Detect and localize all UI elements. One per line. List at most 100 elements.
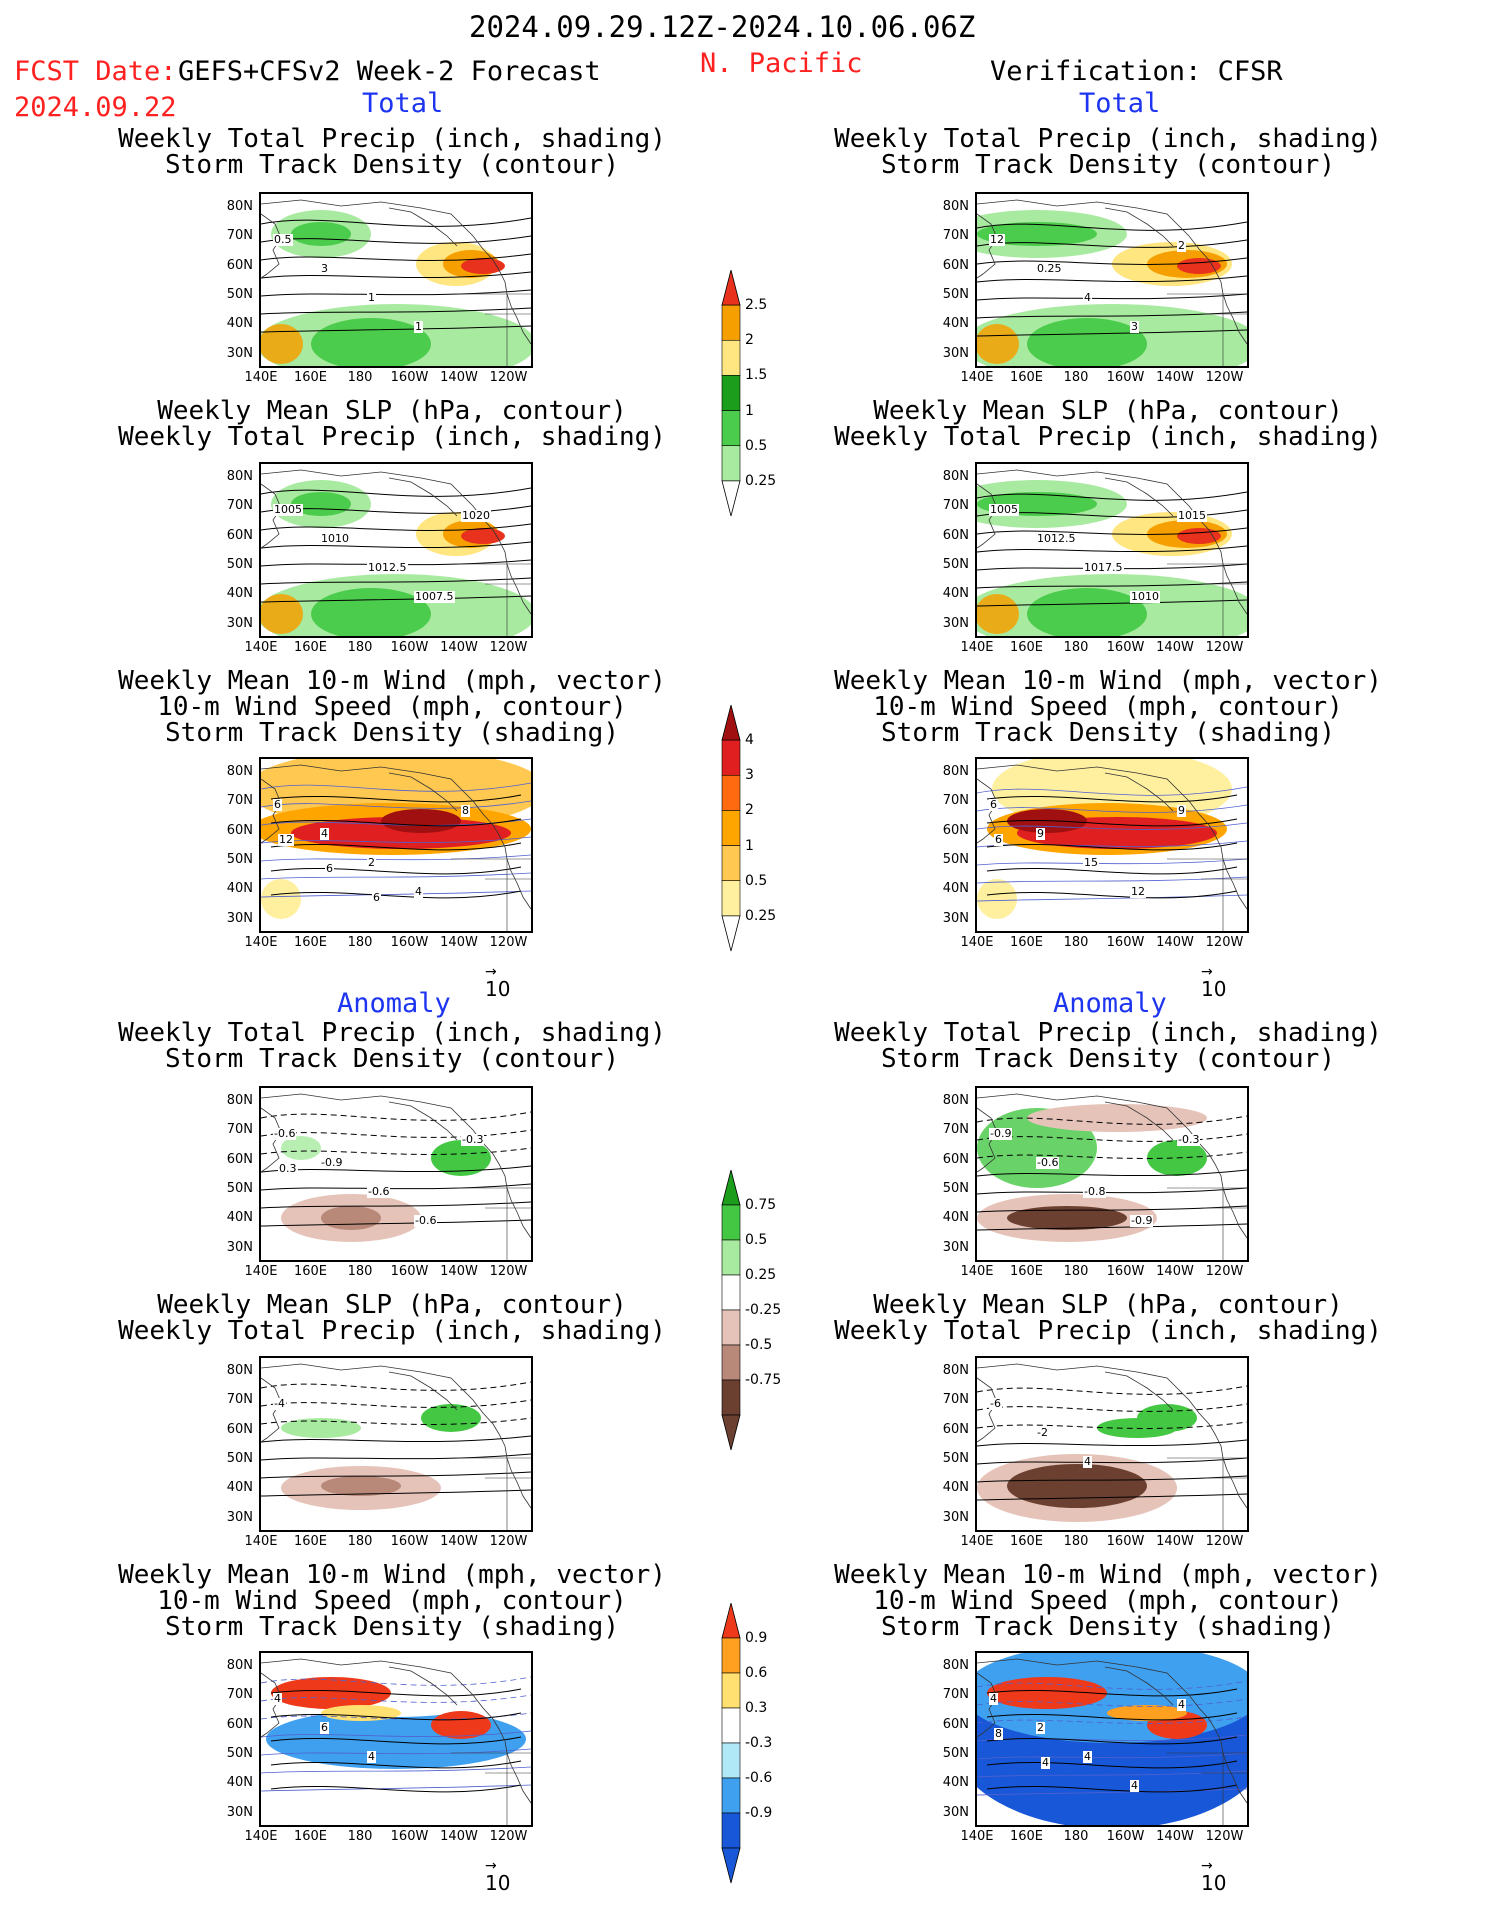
map-plot-fc-row6 <box>261 1658 531 1825</box>
lon-tick-label: 120W <box>1205 370 1244 385</box>
lon-tick-label: 160W <box>1106 1534 1145 1549</box>
contour-line <box>261 782 531 792</box>
panel-title-vf-row3-line1: Weekly Mean 10-m Wind (mph, vector) <box>834 666 1382 696</box>
panel-title-fc-row2-line2: Weekly Total Precip (inch, shading) <box>118 422 666 452</box>
lon-tick-label: 140W <box>1156 1264 1194 1279</box>
contour-line <box>261 1730 531 1738</box>
panel-title-fc-row1-line1: Weekly Total Precip (inch, shading) <box>118 124 666 154</box>
lon-tick-label: 120W <box>489 640 528 655</box>
colorbar-tick-label: 0.25 <box>745 472 777 489</box>
contour-label: 3 <box>1130 320 1139 333</box>
panel-title-fc-row3-line3: Storm Track Density (shading) <box>165 718 619 748</box>
lat-tick-label: 50N <box>226 556 253 572</box>
lon-tick-label: 140W <box>1156 640 1194 655</box>
contour-line <box>977 1403 1247 1412</box>
contour-line <box>261 1201 531 1209</box>
colorbar-tick-label: -0.3 <box>745 1735 773 1751</box>
contour-line <box>977 329 1247 337</box>
contour-line <box>261 217 531 227</box>
contour-line <box>977 804 1247 813</box>
lat-tick-label: 30N <box>942 1509 969 1525</box>
colorbar-tick-label: 0.25 <box>745 1267 777 1283</box>
colorbar-tick-label: -0.25 <box>745 1302 782 1318</box>
panel-title-fc-row4-line1: Weekly Total Precip (inch, shading) <box>118 1018 666 1048</box>
lat-tick-label: 80N <box>942 1658 969 1673</box>
contour-label: 4 <box>1130 1779 1139 1792</box>
panel-title-fc-row6-line2: 10-m Wind Speed (mph, contour) <box>157 1586 627 1616</box>
contour-line <box>977 545 1247 553</box>
lat-tick-label: 60N <box>942 527 969 543</box>
colorbar-tick-label: 0.6 <box>745 1665 768 1681</box>
section-total-right: Total <box>1079 88 1161 119</box>
lon-tick-label: 140W <box>1156 370 1194 385</box>
lat-tick-label: 70N <box>942 793 969 809</box>
contour-line <box>977 1385 1247 1395</box>
panel-title-vf-row4-line2: Storm Track Density (contour) <box>881 1044 1335 1074</box>
contour-line <box>977 221 1247 231</box>
colorbar-total_storm <box>721 704 741 959</box>
vector-reference: → 10 <box>1201 964 1227 1001</box>
colorbar-tick-label: -0.75 <box>745 1372 782 1388</box>
colorbar-tick-label: 1 <box>745 837 754 854</box>
lat-tick-label: 60N <box>226 1421 253 1437</box>
lat-tick-label: 80N <box>942 764 969 779</box>
map-panel-fc-row3: 6 4 2 4 8 12 6 6 <box>259 757 533 933</box>
lat-tick-label: 60N <box>226 1151 253 1167</box>
contour-label: 15 <box>1083 856 1099 869</box>
panel-title-fc-row2-line1: Weekly Mean SLP (hPa, contour) <box>157 396 627 426</box>
panel-title-fc-row6-line3: Storm Track Density (shading) <box>165 1612 619 1642</box>
lon-tick-label: 140W <box>1156 1534 1194 1549</box>
panel-title-vf-row1-line2: Storm Track Density (contour) <box>881 150 1335 180</box>
lon-tick-label: 160E <box>293 1534 328 1549</box>
lon-tick-label: 160W <box>1106 1829 1145 1844</box>
colorbar-total_precip <box>721 269 741 524</box>
lon-tick-label: 180 <box>1063 640 1089 655</box>
contour-label: 12 <box>1130 885 1146 898</box>
lon-tick-label: 140W <box>440 370 478 385</box>
lon-tick-label: 160E <box>1009 1534 1044 1549</box>
contour-label: -2 <box>1036 1426 1049 1439</box>
lon-tick-label: 180 <box>1063 935 1089 950</box>
lat-tick-label: 40N <box>226 1775 253 1791</box>
contour-label: -0.9 <box>320 1156 344 1169</box>
contour-line <box>977 257 1247 265</box>
colorbar-tick-label: 2 <box>745 332 754 349</box>
lon-tick-label: 160E <box>293 1829 328 1844</box>
panel-title-vf-row3-line2: 10-m Wind Speed (mph, contour) <box>873 692 1343 722</box>
contour-label: 8 <box>994 1727 1003 1740</box>
colorbar-tick-label: 0.9 <box>745 1630 768 1646</box>
panel-title-fc-row4-line2: Storm Track Density (contour) <box>165 1044 619 1074</box>
lon-tick-label: 160E <box>1009 1264 1044 1279</box>
lat-tick-label: 80N <box>226 1363 253 1378</box>
panel-title-vf-row2-line1: Weekly Mean SLP (hPa, contour) <box>873 396 1343 426</box>
vector-reference-value: 10 <box>485 977 511 1001</box>
lon-tick-label: 140E <box>244 640 278 655</box>
map-plot-fc-row2 <box>261 469 531 636</box>
lon-tick-label: 140W <box>1156 1829 1194 1844</box>
lat-tick-label: 30N <box>226 1239 253 1255</box>
section-anomaly-left: Anomaly <box>337 988 451 1019</box>
lat-tick-label: 70N <box>226 793 253 809</box>
lon-tick-label: 160E <box>293 370 328 385</box>
contour-line <box>977 1169 1247 1177</box>
panel-title-fc-row3-line1: Weekly Mean 10-m Wind (mph, vector) <box>118 666 666 696</box>
lon-tick-label: 120W <box>489 1264 528 1279</box>
contour-label: 12 <box>989 233 1005 246</box>
contour-label: 6 <box>994 833 1003 846</box>
contour-line <box>977 786 1247 796</box>
map-panel-vf-row6: 4 2 4 4 4 8 4 <box>975 1651 1249 1827</box>
panel-title-vf-row4-line1: Weekly Total Precip (inch, shading) <box>834 1018 1382 1048</box>
lon-tick-label: 120W <box>489 935 528 950</box>
map-panel-fc-row2: 1005 1010 1012.5 1007.5 1020 <box>259 462 533 638</box>
contour-label: 6 <box>372 891 381 904</box>
lon-tick-label: 140W <box>440 640 478 655</box>
lon-tick-label: 140E <box>244 1264 278 1279</box>
verification-label: Verification: CFSR <box>990 56 1283 87</box>
panel-title-fc-row5-line2: Weekly Total Precip (inch, shading) <box>118 1316 666 1346</box>
lon-tick-label: 160E <box>1009 640 1044 655</box>
contour-label: 4 <box>320 827 329 840</box>
lon-tick-label: 120W <box>1205 1829 1244 1844</box>
colorbar-anom_storm <box>721 1602 741 1891</box>
lon-tick-label: 120W <box>1205 1534 1244 1549</box>
contour-label: 4 <box>1041 1756 1050 1769</box>
